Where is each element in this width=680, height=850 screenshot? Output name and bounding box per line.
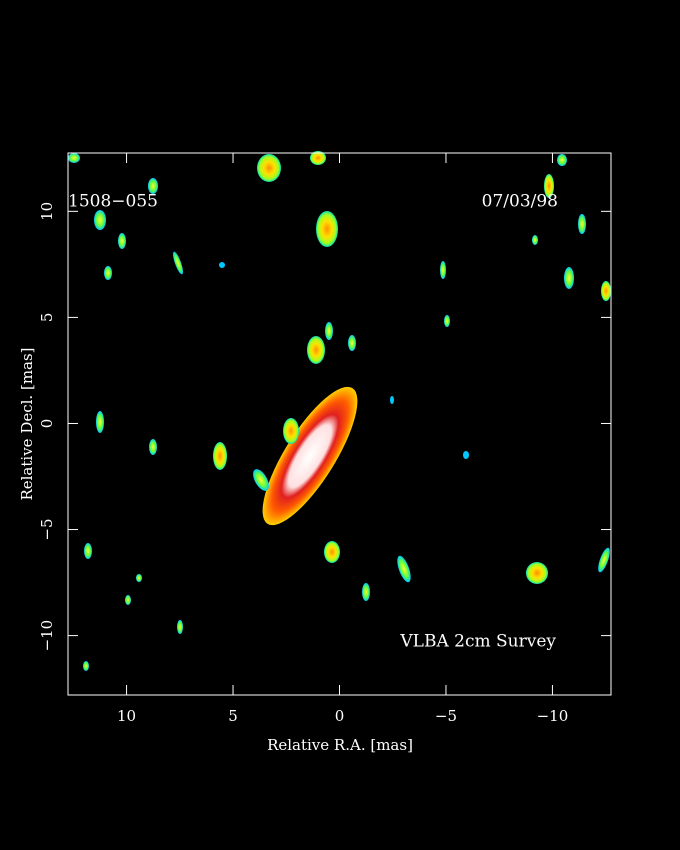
- y-tick-label: 5: [38, 313, 56, 323]
- x-tick-label: 5: [228, 707, 238, 725]
- x-axis-label: Relative R.A. [mas]: [267, 736, 413, 754]
- x-tick-label: 10: [117, 707, 136, 725]
- y-tick-label: −5: [38, 518, 56, 540]
- y-tick-label: 0: [38, 419, 56, 429]
- x-tick-label: −10: [537, 707, 569, 725]
- x-tick-label: −5: [435, 707, 457, 725]
- observation-date: 07/03/98: [482, 192, 558, 212]
- y-axis-label: Relative Decl. [mas]: [18, 347, 36, 500]
- annotation: VLBA 2cm Survey: [399, 632, 556, 652]
- map-image: [68, 151, 611, 671]
- y-tick-label: 10: [38, 202, 56, 221]
- source-name: 1508−055: [68, 192, 158, 212]
- y-tick-label: −10: [38, 620, 56, 652]
- x-tick-label: 0: [335, 707, 345, 725]
